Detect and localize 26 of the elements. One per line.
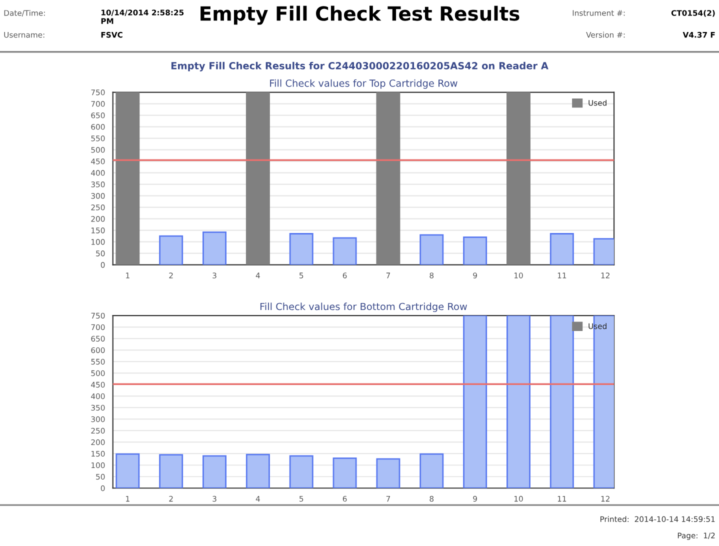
bar <box>550 316 574 488</box>
text: Empty Fill Check Results for C24403000220160205AS42 on Reader A <box>171 62 548 72</box>
bar <box>246 92 270 265</box>
bar <box>159 454 184 488</box>
bar <box>506 316 530 488</box>
bar <box>159 235 184 265</box>
bar <box>116 92 140 265</box>
bar <box>506 92 530 265</box>
bar <box>202 231 226 265</box>
bar <box>376 458 400 488</box>
bar <box>202 455 226 488</box>
chart-title: Fill Check values for Top Cartridge Row <box>270 79 458 89</box>
bar <box>289 233 314 265</box>
chart-title: Fill Check values for Bottom Cartridge Row <box>260 302 467 312</box>
bar <box>246 454 270 488</box>
bar <box>463 236 488 265</box>
bar <box>289 455 314 488</box>
bar <box>420 453 444 488</box>
bar <box>376 92 400 265</box>
bar <box>332 237 357 265</box>
bar <box>332 458 357 488</box>
bar <box>550 233 574 265</box>
bar <box>116 453 140 488</box>
bar <box>463 316 488 488</box>
text: Empty Fill Check Test Results <box>200 6 520 25</box>
bar <box>420 234 444 265</box>
